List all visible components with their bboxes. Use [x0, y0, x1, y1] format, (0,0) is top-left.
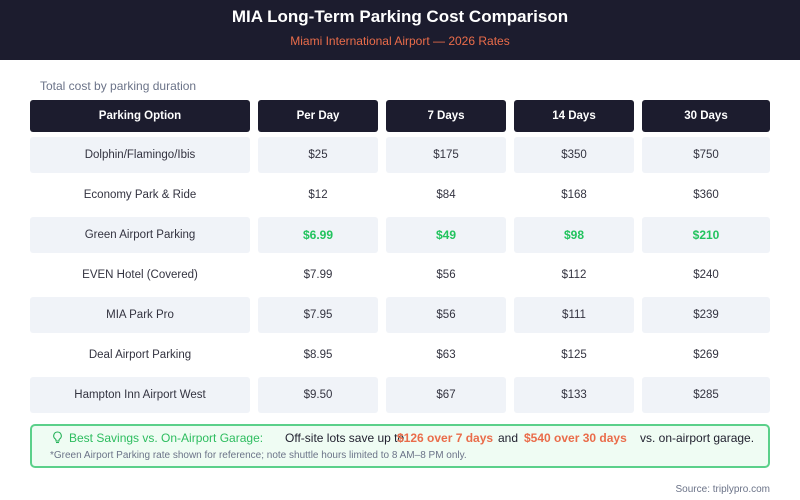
30-days-cell: $285	[642, 377, 770, 413]
option-cell: EVEN Hotel (Covered)	[82, 269, 198, 281]
14-days-cell: $125	[561, 349, 587, 361]
per-day-cell: $12	[308, 189, 328, 201]
7-days-cell: $56	[386, 297, 506, 333]
option-cell: MIA Park Pro	[30, 297, 250, 333]
callout-highlight-30-days: $540 over 30 days	[524, 431, 627, 445]
option-cell: Green Airport Parking	[30, 217, 250, 253]
lightbulb-icon	[52, 431, 63, 447]
7-days-cell: $84	[436, 189, 456, 201]
callout-label: Best Savings vs. On-Airport Garage:	[69, 431, 264, 445]
7-days-cell: $49	[386, 217, 506, 253]
page-header: MIA Long-Term Parking Cost Comparison Mi…	[0, 0, 800, 60]
per-day-cell: $6.99	[258, 217, 378, 253]
column-header-14-days: 14 Days	[514, 100, 634, 132]
30-days-cell: $269	[693, 349, 719, 361]
30-days-cell: $360	[693, 189, 719, 201]
30-days-cell: $750	[642, 137, 770, 173]
page-title: MIA Long-Term Parking Cost Comparison	[231, 7, 569, 26]
14-days-cell: $98	[514, 217, 634, 253]
7-days-cell: $56	[436, 269, 456, 281]
column-header-option: Parking Option	[30, 100, 250, 132]
per-day-cell: $9.50	[258, 377, 378, 413]
callout-and: and	[498, 431, 519, 445]
14-days-cell: $168	[561, 189, 587, 201]
14-days-cell: $133	[514, 377, 634, 413]
14-days-cell: $111	[514, 297, 634, 333]
savings-callout: Best Savings vs. On-Airport Garage: Off-…	[30, 424, 770, 468]
option-cell: Deal Airport Parking	[88, 349, 192, 361]
7-days-cell: $175	[386, 137, 506, 173]
column-header-per-day: Per Day	[258, 100, 378, 132]
option-cell: Economy Park & Ride	[83, 189, 197, 201]
column-header-30-days: 30 Days	[642, 100, 770, 132]
table-caption: Total cost by parking duration	[40, 79, 197, 93]
per-day-cell: $8.95	[303, 349, 333, 361]
option-cell: Dolphin/Flamingo/Ibis	[30, 137, 250, 173]
30-days-cell: $239	[642, 297, 770, 333]
callout-text: Off-site lots save up to	[285, 431, 405, 445]
per-day-cell: $25	[258, 137, 378, 173]
per-day-cell: $7.99	[303, 269, 333, 281]
source-credit: Source: triplypro.com	[675, 484, 770, 495]
per-day-cell: $7.95	[258, 297, 378, 333]
7-days-cell: $63	[436, 349, 456, 361]
callout-tail: vs. on-airport garage.	[640, 431, 755, 445]
option-cell: Hampton Inn Airport West	[30, 377, 250, 413]
14-days-cell: $350	[514, 137, 634, 173]
callout-footnote: *Green Airport Parking rate shown for re…	[50, 450, 467, 461]
30-days-cell: $210	[642, 217, 770, 253]
page-subtitle: Miami International Airport — 2026 Rates	[290, 34, 510, 48]
14-days-cell: $112	[561, 269, 587, 281]
callout-highlight-7-days: $126 over 7 days	[397, 431, 494, 445]
column-header-7-days: 7 Days	[386, 100, 506, 132]
30-days-cell: $240	[693, 269, 719, 281]
7-days-cell: $67	[386, 377, 506, 413]
